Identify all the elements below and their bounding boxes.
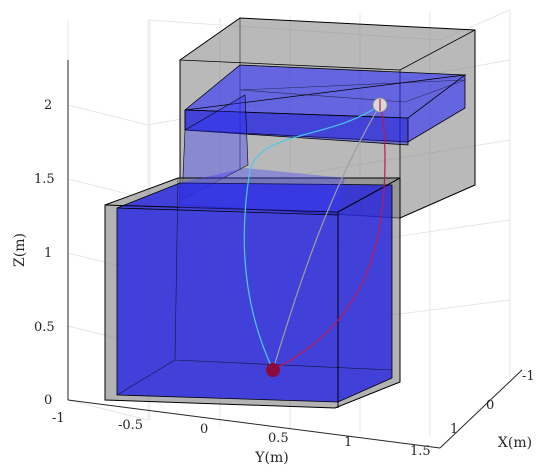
lower-obstacle-box [104,168,401,409]
y-ticks: -1 -0.5 0 0.5 1 1.5 [52,411,431,459]
z-tick-label: 2 [44,98,52,113]
y-tick-label: 1 [344,435,352,450]
trajectory-cyan [243,104,381,371]
x-axis-label: X(m) [498,435,532,451]
x-tick-label: 1 [450,422,458,437]
trajectories [243,104,386,371]
z-axis-label: Z(m) [12,233,28,267]
z-tick-label: 1.5 [34,172,55,187]
trajectory-crimson [272,104,386,371]
axes [67,60,523,449]
y-tick-label: 0 [200,422,208,437]
z-ticks: 0 0.5 1 1.5 2 [34,98,55,408]
z-tick-label: 1 [44,246,52,261]
goal-marker [372,97,388,113]
upper-blue-slabs [181,64,467,201]
y-tick-label: -0.5 [118,418,143,433]
y-tick-label: 0.5 [268,431,289,446]
trajectory-gray [272,104,381,371]
start-marker [266,363,280,377]
z-tick-label: 0 [44,393,52,408]
z-tick-label: 0.5 [34,320,55,335]
y-tick-label: -1 [52,411,65,426]
x-tick-label: 0 [486,398,494,413]
x-ticks: -1 0 1 [450,369,535,437]
y-tick-label: 1.5 [410,444,431,459]
y-axis-label: Y(m) [254,450,288,466]
x-tick-label: -1 [522,369,535,384]
